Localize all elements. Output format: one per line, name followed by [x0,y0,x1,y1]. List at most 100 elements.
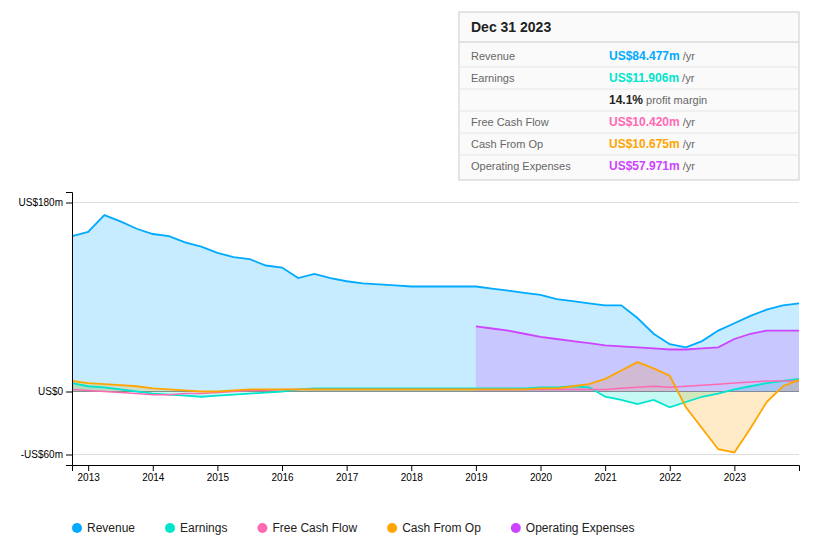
y-axis: -US$60m US$0 US$180m [19,193,73,466]
tick-label: 2013 [78,472,101,483]
tick-mark [734,465,735,471]
line [72,215,799,347]
annotation-label: Cash From Op [471,138,543,150]
tick-mark [66,392,72,393]
legend-item: Free Cash Flow [257,521,357,535]
title: Dec 31 2023 [471,19,551,35]
annotation-label: Revenue [471,50,515,62]
data-marks [72,215,799,452]
annotation-value: US$84.477m [609,49,680,63]
chart-svg: -US$60mUS$0US$180m2013201420152016201720… [0,0,821,560]
tick: 2016 [271,465,294,483]
legend-label: Free Cash Flow [272,521,357,535]
tick-mark [66,455,72,456]
grid-line [72,454,799,455]
tick-label: 2019 [465,472,488,483]
divider [459,89,799,90]
annotation-value: 14.1% [609,93,643,107]
tick: 2019 [465,465,488,483]
line [72,362,799,452]
annotation-value: US$10.420m [609,115,680,129]
legend-label: Operating Expenses [526,521,635,535]
tick: -US$60m [21,449,72,460]
annotation-suffix: /yr [680,116,696,128]
tick-mark [670,465,671,471]
tick-mark [66,203,72,204]
annotation-label: Operating Expenses [471,160,571,172]
legend-swatch [387,523,397,533]
tick-mark [347,465,348,471]
legend-label: Cash From Op [402,521,481,535]
axis-line [66,193,73,466]
tick-label: US$0 [38,386,63,397]
tick-label: 2023 [724,472,747,483]
tick-label: 2022 [659,472,682,483]
divider [459,111,799,112]
divider [459,67,799,68]
annotation-label: Earnings [471,72,515,84]
tick-label: 2015 [207,472,230,483]
tick-mark [153,465,154,471]
annotation-suffix: /yr [680,50,696,62]
legend: Revenue Earnings Free Cash Flow Cash From O… [72,521,635,535]
tick: 2013 [78,465,101,483]
info-box-frame [459,12,799,180]
annotation-suffix: /yr [680,138,696,150]
tick: 2023 [724,465,747,483]
tick: US$180m [19,197,72,208]
tick-label: -US$60m [21,449,63,460]
legend-item: Revenue [72,521,135,535]
tick-label: 2014 [142,472,165,483]
tick-mark [411,465,412,471]
tick-label: 2020 [530,472,553,483]
tick: 2015 [207,465,230,483]
x-axis: 2013 2014 2015 2016 2017 2018 2019 2020 2021 2022… [73,465,800,483]
tick-label: 2016 [271,472,294,483]
tick-mark [88,465,89,471]
tick-mark [541,465,542,471]
legend-swatch [72,523,82,533]
line [72,379,799,407]
line [72,381,799,395]
tick-mark [217,465,218,471]
tick: 2018 [401,465,424,483]
annotation-label: Free Cash Flow [471,116,549,128]
legend-swatch [257,523,267,533]
tick: US$0 [38,386,72,397]
legend-swatch [165,523,175,533]
tick: 2017 [336,465,359,483]
divider [459,133,799,134]
plot-area: -US$60mUS$0US$180m2013201420152016201720… [19,193,800,484]
tick-label: 2021 [595,472,618,483]
area [72,215,799,391]
tick: 2021 [595,465,618,483]
tick-label: US$180m [19,197,63,208]
grid [72,203,799,455]
tick: 2020 [530,465,553,483]
tick: 2022 [659,465,682,483]
legend-swatch [511,523,521,533]
tick-label: 2017 [336,472,359,483]
legend-label: Revenue [87,521,135,535]
tick: 2014 [142,465,165,483]
annotation-value: US$57.971m [609,159,680,173]
legend-item: Cash From Op [387,521,481,535]
tick-mark [476,465,477,471]
legend-item: Operating Expenses [511,521,635,535]
legend-label: Earnings [180,521,227,535]
divider [459,42,799,43]
annotation-suffix: /yr [679,72,695,84]
annotation-suffix: profit margin [643,94,707,106]
annotation-value: US$10.675m [609,137,680,151]
axis-line [73,466,800,472]
annotation-value: US$11.906m [609,71,679,85]
line [476,326,799,349]
legend-item: Earnings [165,521,227,535]
info-box: Dec 31 2023 Revenue US$84.477m /yr Earnings… [459,12,799,180]
tick-mark [282,465,283,471]
tick-mark [605,465,606,471]
divider [459,155,799,156]
grid-line [72,202,799,203]
tick-label: 2018 [401,472,424,483]
annotation-suffix: /yr [680,160,696,172]
